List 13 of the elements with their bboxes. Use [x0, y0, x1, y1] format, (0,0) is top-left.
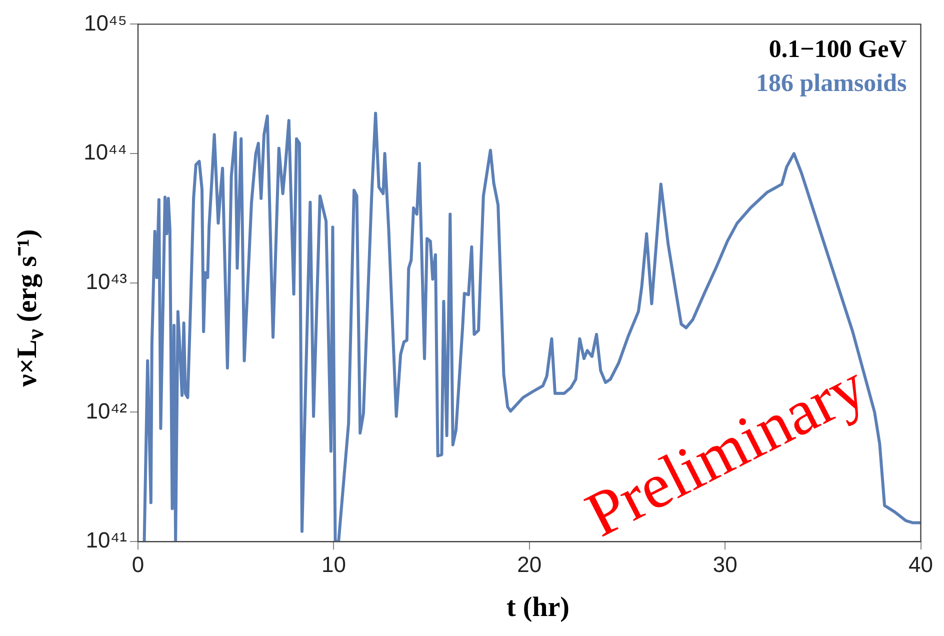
- x-tick-label: 30: [712, 552, 738, 577]
- x-tick-label: 40: [908, 552, 934, 577]
- y-tick-label: 10⁴²: [86, 398, 127, 424]
- x-tick-label: 20: [517, 552, 542, 577]
- x-tick-label: 10: [321, 552, 346, 577]
- text: 186 plamsoids: [756, 70, 908, 98]
- y-tick-label: 10⁴³: [86, 268, 127, 294]
- x-axis-title: t (hr): [506, 592, 570, 624]
- y-tick-label: 10⁴⁵: [84, 10, 127, 36]
- y-tick-label: 10⁴¹: [86, 528, 127, 553]
- legend-title: 0.1−100 GeV: [768, 36, 907, 64]
- y-tick-label: 10⁴⁴: [84, 140, 127, 165]
- x-tick-label: 0: [132, 552, 144, 577]
